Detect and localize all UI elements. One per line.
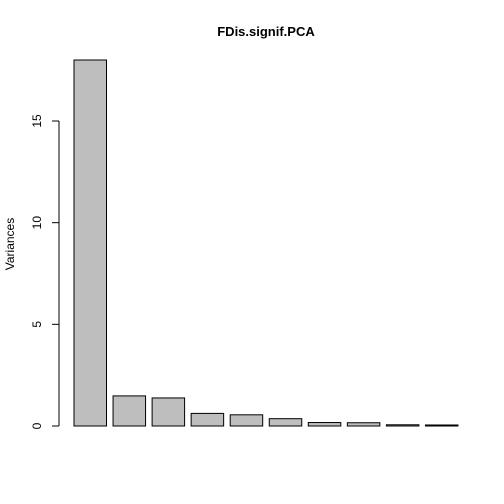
y-tick-label: 5 <box>30 321 44 328</box>
chart-title: FDis.signif.PCA <box>217 24 315 39</box>
y-axis-label: Variances <box>3 218 17 270</box>
bar-5 <box>229 414 264 427</box>
bar-1 <box>73 59 107 427</box>
y-tick-label: 0 <box>30 422 44 429</box>
bar-8 <box>346 422 381 427</box>
bar-7 <box>307 422 342 427</box>
bar-2 <box>112 395 147 427</box>
y-axis: 0 5 10 15 <box>30 114 60 429</box>
bar-4 <box>190 412 225 427</box>
bar-10 <box>424 424 459 427</box>
bar-3 <box>151 397 186 427</box>
y-tick-label: 15 <box>30 114 44 128</box>
bar-6 <box>268 418 303 427</box>
y-tick-label: 10 <box>30 216 44 230</box>
bars-group <box>73 59 459 427</box>
bar-9 <box>385 424 420 427</box>
